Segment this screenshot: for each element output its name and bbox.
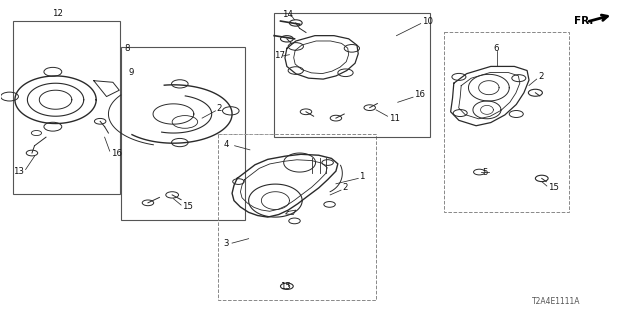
Text: 14: 14 — [282, 10, 292, 19]
Text: 15: 15 — [548, 183, 559, 192]
Text: T2A4E1111A: T2A4E1111A — [532, 297, 580, 306]
Text: 1: 1 — [360, 172, 365, 181]
Text: 15: 15 — [182, 203, 193, 212]
Text: 15: 15 — [280, 282, 291, 292]
Text: 5: 5 — [483, 168, 488, 177]
Text: 4: 4 — [223, 140, 228, 149]
Bar — [444, 32, 568, 212]
Text: 13: 13 — [13, 167, 24, 176]
Text: 11: 11 — [389, 114, 400, 123]
Text: 8: 8 — [124, 44, 130, 53]
Bar — [274, 13, 430, 137]
Text: 9: 9 — [129, 68, 134, 77]
Text: FR.: FR. — [573, 16, 593, 26]
Bar — [121, 47, 246, 220]
Text: 2: 2 — [538, 72, 543, 81]
Text: 6: 6 — [493, 44, 499, 53]
Text: 16: 16 — [414, 91, 426, 100]
Text: 10: 10 — [422, 17, 433, 26]
Text: 3: 3 — [223, 239, 228, 248]
Text: 12: 12 — [52, 9, 63, 18]
Text: 16: 16 — [111, 148, 122, 157]
Bar — [218, 134, 376, 300]
Text: 2: 2 — [342, 183, 348, 192]
Bar — [13, 21, 120, 194]
Text: 2: 2 — [217, 104, 222, 113]
Text: 17: 17 — [274, 52, 285, 60]
